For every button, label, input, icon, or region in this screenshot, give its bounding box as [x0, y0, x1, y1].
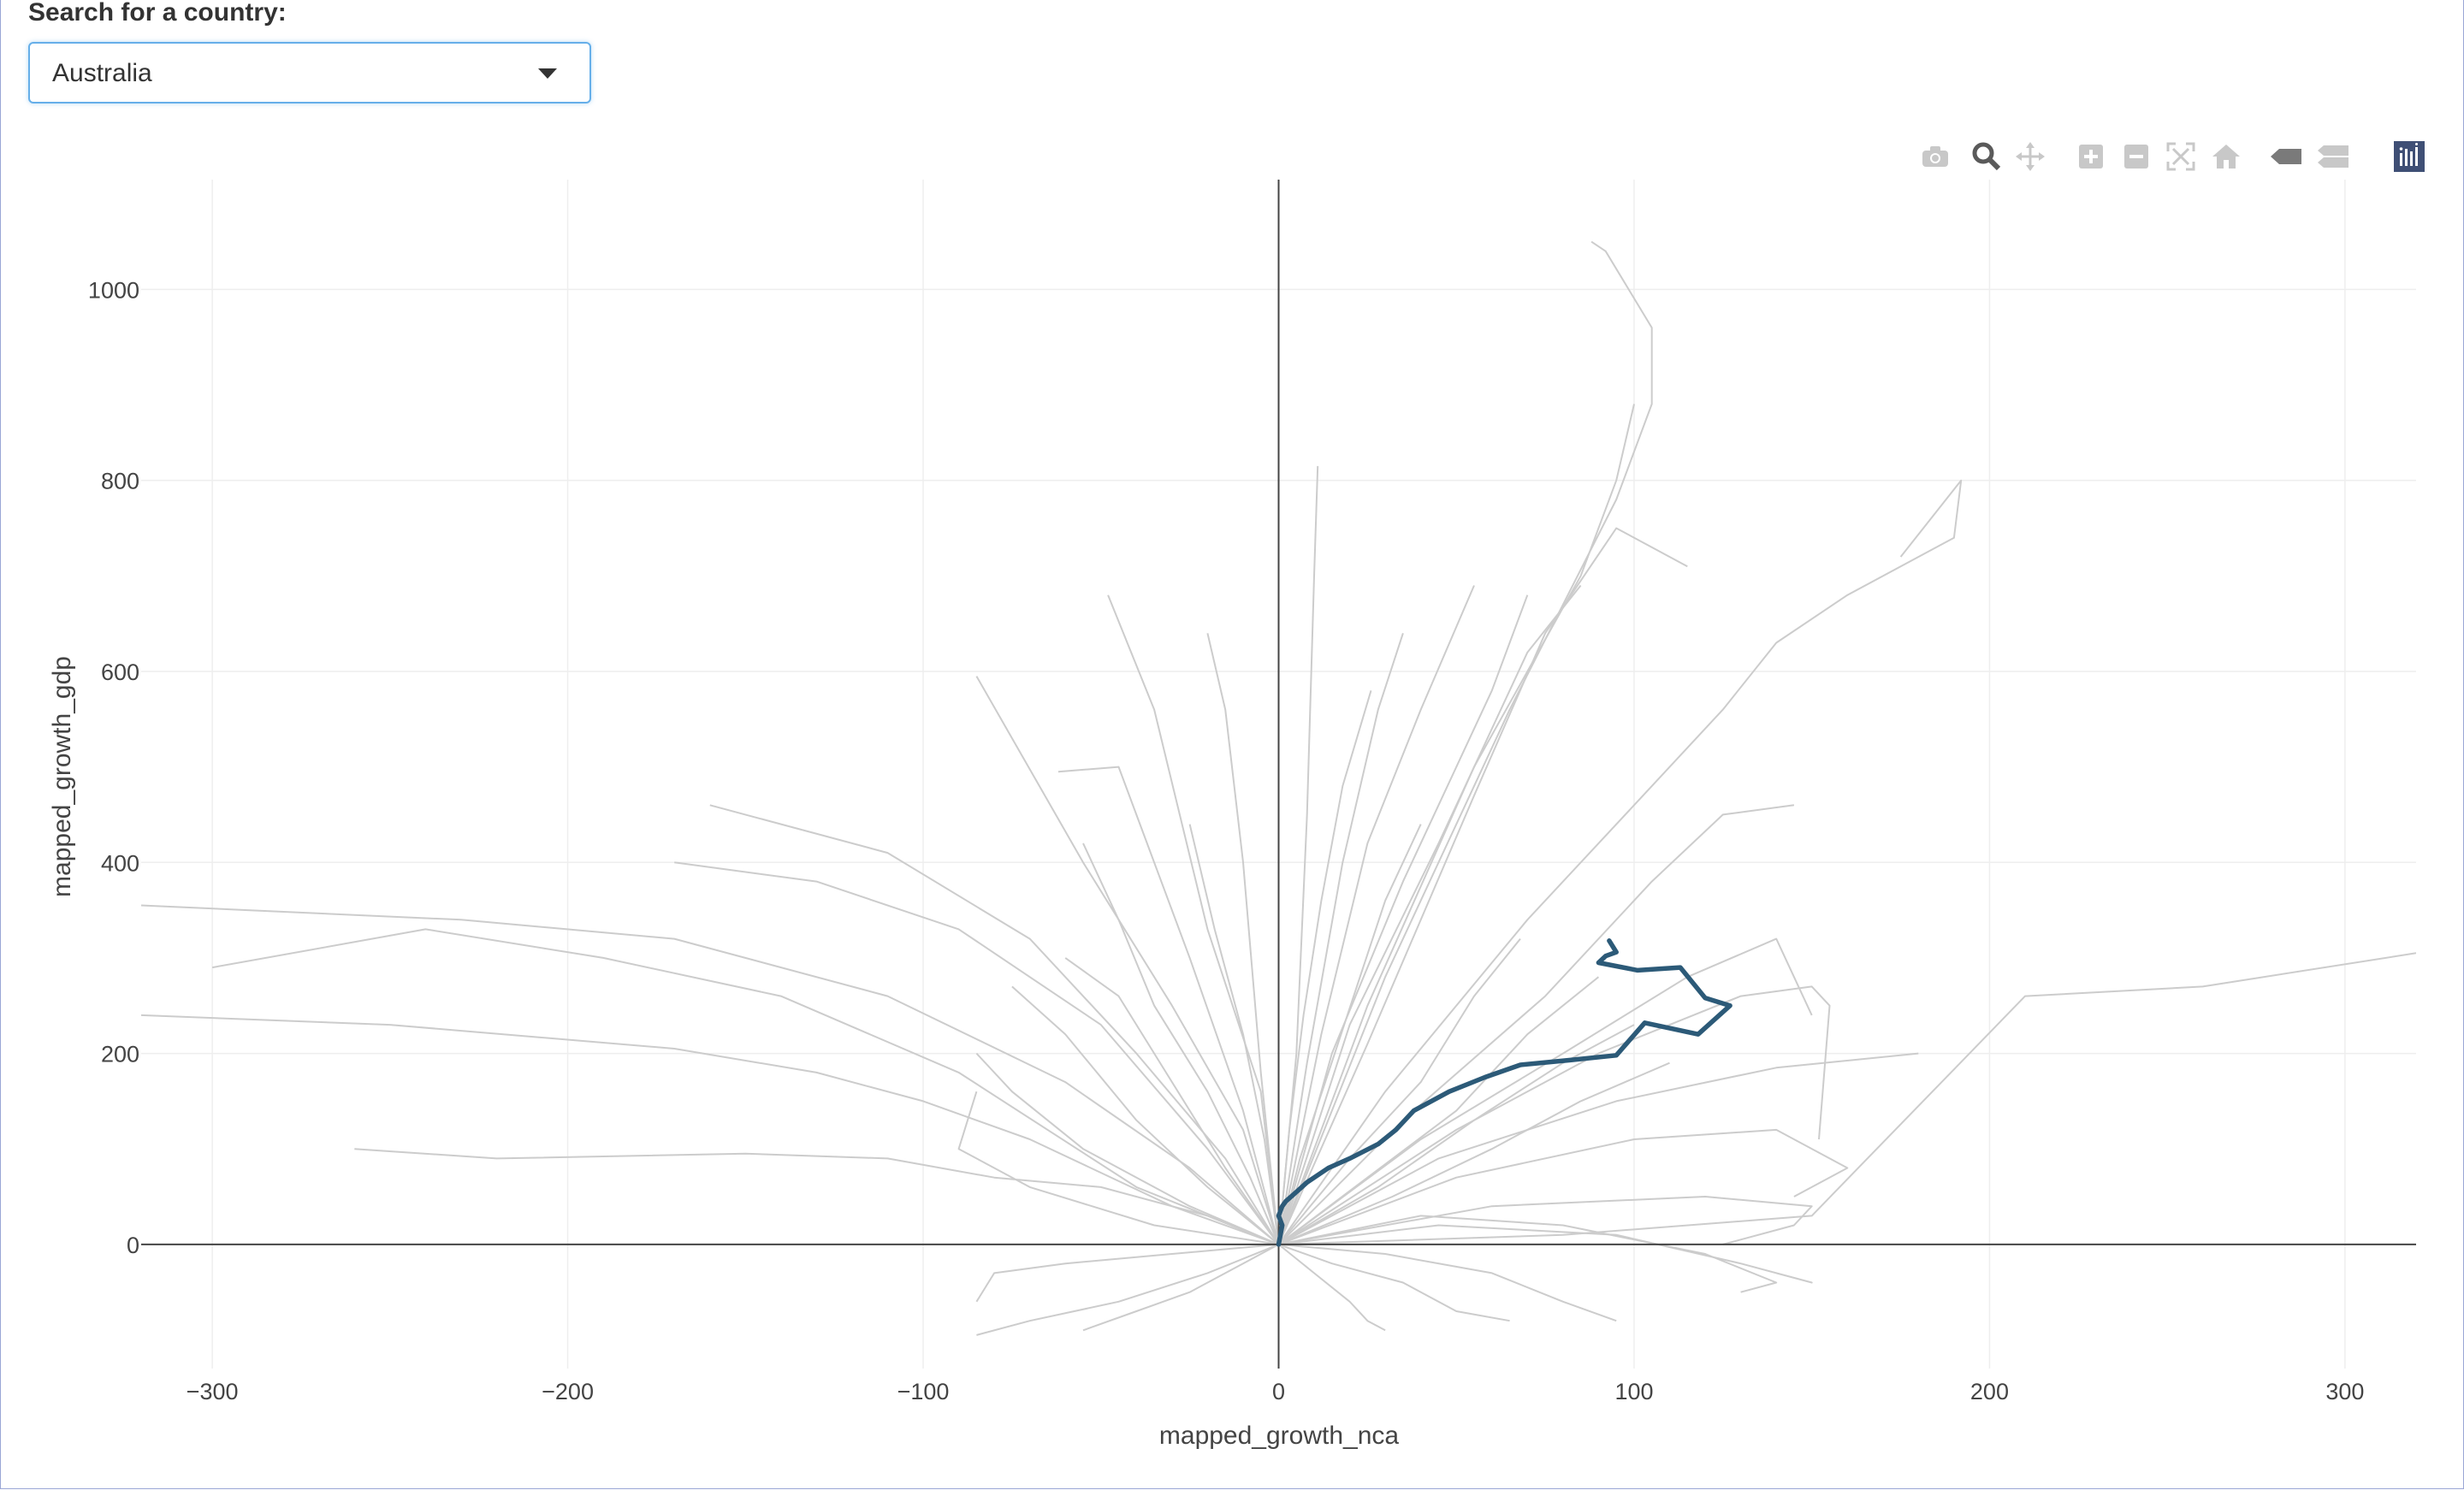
y-tick-label: 1000: [88, 277, 139, 303]
highlight-series-layer[interactable]: [1276, 938, 1732, 1247]
zero-lines: [141, 180, 2416, 1369]
y-tick-label: 800: [101, 469, 139, 494]
background-series-line: [1277, 585, 1475, 1245]
background-series-line: [1188, 824, 1280, 1245]
background-series-line: [1278, 1243, 1617, 1322]
x-tick-label: −300: [187, 1379, 239, 1404]
background-series-line: [976, 1243, 1279, 1336]
x-tick-label: 300: [2325, 1379, 2364, 1404]
background-series-line: [1011, 985, 1280, 1245]
background-series-line: [1277, 824, 1422, 1245]
background-series-line: [1278, 1061, 1670, 1245]
camera-icon[interactable]: [1916, 137, 1954, 176]
background-series-line: [141, 904, 1280, 1245]
background-series-line: [1277, 632, 1404, 1245]
background-series-line: [354, 1148, 1279, 1245]
y-axis-label: mapped_growth_gdp: [48, 656, 76, 897]
tick-labels: −300 −200 −100 0 100 200 300 0 200 400 600 800 1000: [88, 277, 2365, 1404]
x-tick-label: 200: [1970, 1379, 2009, 1404]
reset-axes-icon[interactable]: [2207, 137, 2245, 176]
background-series-line: [975, 676, 1280, 1245]
x-axis-label: mapped_growth_nca: [1159, 1422, 1400, 1450]
x-tick-label: −200: [542, 1379, 594, 1404]
hover-closest-icon[interactable]: [2267, 137, 2305, 176]
plotly-logo-icon[interactable]: [2390, 137, 2428, 176]
country-select[interactable]: Australia: [28, 42, 591, 103]
pan-icon[interactable]: [2011, 137, 2049, 176]
y-tick-label: 600: [101, 659, 139, 685]
background-series-line: [1277, 976, 1600, 1245]
selected-country: Australia: [52, 59, 152, 87]
background-series-line: [1277, 584, 1582, 1245]
background-series-line: [1278, 1128, 1849, 1245]
background-series-line: [1206, 633, 1280, 1245]
y-tick-label: 200: [101, 1042, 139, 1067]
background-series-line: [1278, 1224, 1813, 1284]
background-series-line: [1277, 404, 1635, 1245]
background-series-line: [975, 1243, 1279, 1303]
background-series-line: [957, 1091, 1279, 1245]
background-series-line: [1278, 1215, 1778, 1293]
background-series-line: [1277, 937, 1521, 1245]
hover-compare-icon[interactable]: [2314, 137, 2352, 176]
background-series-line: [1278, 1196, 1813, 1245]
background-series-line: [1107, 594, 1280, 1245]
background-series-line: [1278, 1052, 1919, 1245]
background-series-line: [1277, 937, 1813, 1245]
zoom-out-icon[interactable]: [2118, 137, 2155, 176]
x-tick-label: −100: [897, 1379, 950, 1404]
highlight-series-line[interactable]: [1276, 938, 1732, 1247]
background-series-line: [1277, 594, 1529, 1245]
autoscale-icon[interactable]: [2162, 137, 2200, 176]
background-series-layer: [141, 240, 2416, 1336]
background-series-line: [1278, 952, 2416, 1245]
chevron-down-icon: [538, 68, 557, 79]
background-series-line: [211, 928, 1279, 1245]
background-series-line: [1064, 957, 1280, 1245]
x-tick-label: 100: [1614, 1379, 1653, 1404]
background-series-line: [1277, 690, 1372, 1245]
background-series-line: [1082, 843, 1280, 1245]
background-series-line: [1082, 1244, 1279, 1332]
background-series-line: [1278, 1024, 1635, 1245]
y-tick-label: 0: [127, 1233, 139, 1258]
zoom-in-icon[interactable]: [2072, 137, 2110, 176]
background-series-line: [141, 1014, 1279, 1245]
background-series-line: [1277, 527, 1688, 1245]
modebar: [1916, 137, 2430, 176]
background-series-line: [1277, 240, 1653, 1245]
background-series-line: [1278, 1243, 1510, 1322]
zoom-icon[interactable]: [1968, 137, 2005, 176]
background-series-line: [674, 861, 1280, 1245]
background-series-line: [1277, 479, 1963, 1245]
y-tick-label: 400: [101, 850, 139, 876]
background-series-line: [975, 1052, 1279, 1245]
background-series-line: [1277, 804, 1795, 1245]
background-series-line: [1057, 766, 1280, 1245]
background-series-line: [709, 804, 1280, 1245]
search-label: Search for a country:: [28, 0, 287, 27]
background-series-line: [1277, 985, 1831, 1245]
x-tick-label: 0: [1272, 1379, 1285, 1404]
background-series-line: [1277, 1244, 1386, 1332]
